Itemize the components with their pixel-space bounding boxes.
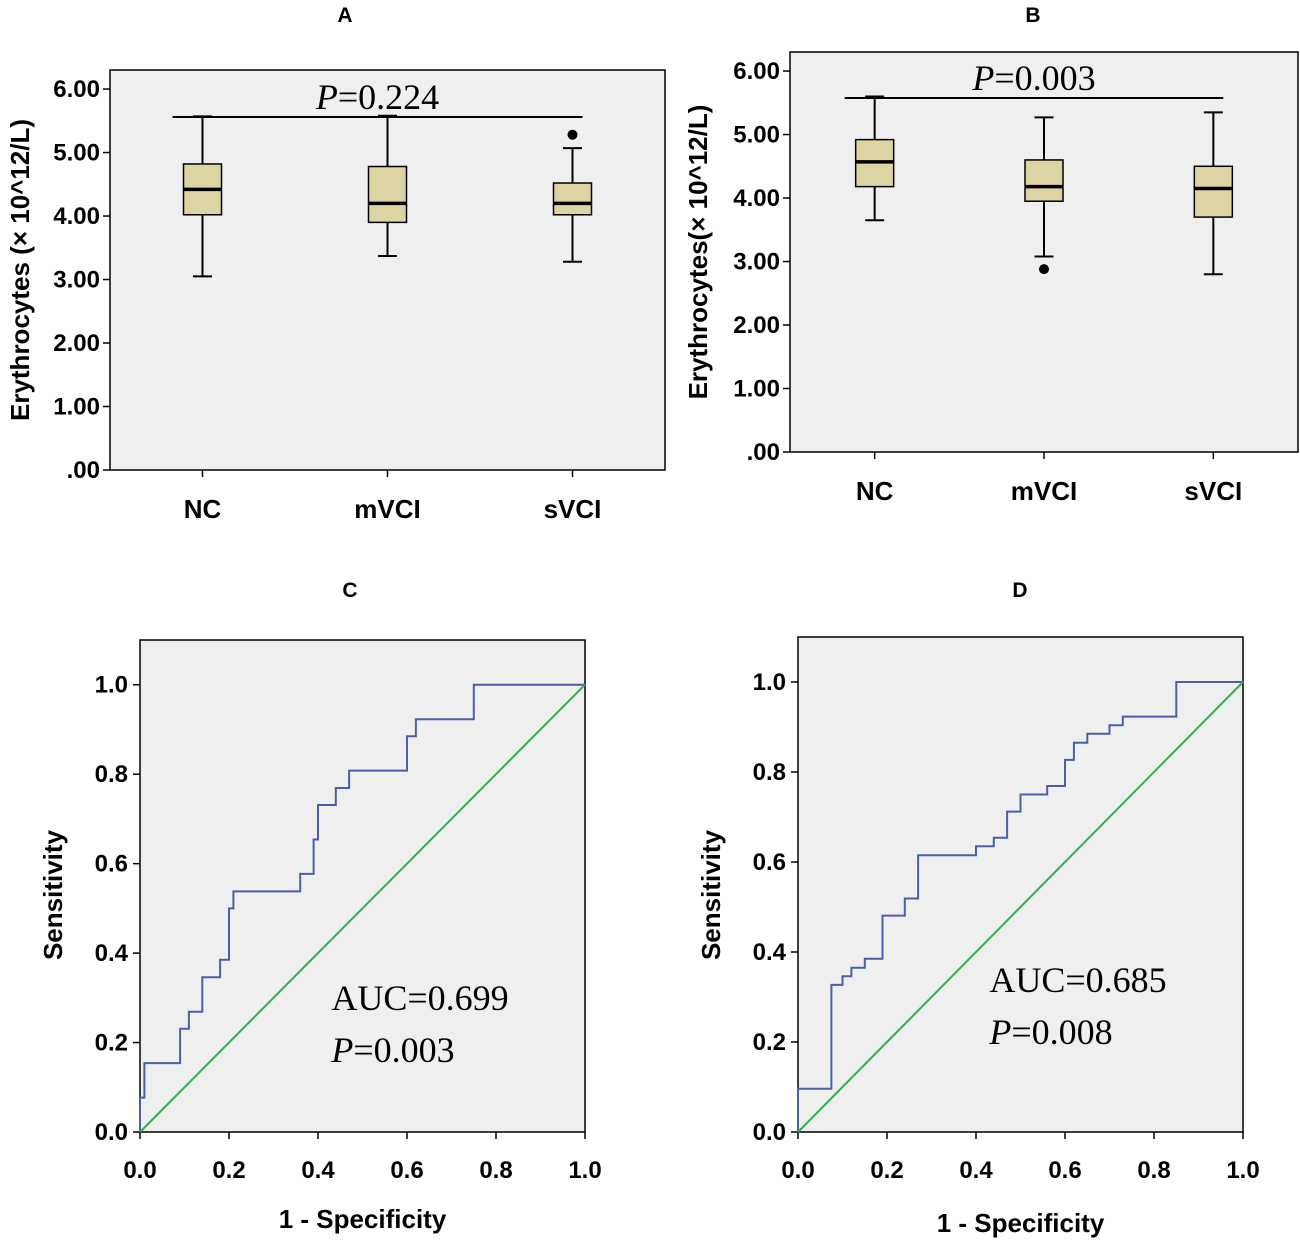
y-tick-label: 5.00 <box>53 140 100 167</box>
box-outlier <box>567 129 578 140</box>
y-tick-label: 0.2 <box>95 1030 128 1057</box>
box-iqr <box>1024 159 1064 202</box>
p-value: =0.008 <box>1011 1012 1112 1052</box>
x-tick-label: 0.6 <box>1048 1157 1081 1184</box>
box-outlier <box>1039 264 1049 275</box>
auc-annotation: AUC=0.699 <box>331 978 508 1018</box>
roc-curve <box>797 681 1243 1132</box>
x-category-label: NC <box>184 494 222 524</box>
y-axis-title: Sensitivity <box>38 829 68 960</box>
panel-letter: B <box>1025 4 1040 27</box>
y-tick-label: 0.6 <box>95 851 128 878</box>
panel-letter: A <box>337 4 352 27</box>
x-category-label: mVCI <box>1011 476 1077 506</box>
box-iqr <box>1193 165 1234 218</box>
x-tick-label: 0.0 <box>123 1157 156 1184</box>
y-axis-title: Erythrocytes (× 10^12/L) <box>5 119 35 421</box>
x-category-label: sVCI <box>544 494 602 524</box>
x-tick-label: 1.0 <box>1226 1157 1259 1184</box>
panel-c: C Sensitivity 0.0 0.2 0.4 0.6 0.8 1.0 0.0 0.2 0.4 0… <box>38 579 602 1234</box>
panel-b: B Erythrocytes(× 10^12/L) .00 1.00 2.00 3.00 4… <box>683 4 1299 506</box>
p-label: P <box>988 1012 1011 1052</box>
x-axis-title: 1 - Specificity <box>279 1204 447 1234</box>
p-value-annotation: P=0.003 <box>971 58 1095 98</box>
box-iqr <box>367 165 408 224</box>
y-tick-label: .00 <box>747 439 780 466</box>
panel-letter: D <box>1012 579 1027 602</box>
auc-annotation: AUC=0.685 <box>989 960 1166 1000</box>
y-tick-label: 0.6 <box>753 849 786 876</box>
y-tick-label: 0.0 <box>753 1119 786 1146</box>
y-tick-label: 0.2 <box>753 1029 786 1056</box>
y-axis-title: Sensitivity <box>696 829 726 960</box>
x-tick-label: 0.2 <box>870 1157 903 1184</box>
y-tick-label: 1.0 <box>95 672 128 699</box>
x-tick-label: 0.0 <box>781 1157 814 1184</box>
plot-area <box>139 639 586 1133</box>
y-tick-label: .00 <box>67 457 100 484</box>
x-tick-label: 0.4 <box>301 1157 335 1184</box>
x-tick-label: 0.4 <box>959 1157 993 1184</box>
y-tick-label: 0.0 <box>95 1119 128 1146</box>
x-axis-title: 1 - Specificity <box>937 1208 1105 1238</box>
y-tick-label: 3.00 <box>53 267 100 294</box>
p-value-annotation: P=0.008 <box>988 1012 1112 1052</box>
y-tick-label: 4.00 <box>53 203 100 230</box>
y-tick-label: 1.00 <box>733 376 780 403</box>
y-tick-label: 4.00 <box>733 185 780 212</box>
p-value: =0.003 <box>994 58 1095 98</box>
x-category-label: NC <box>856 476 894 506</box>
y-axis-title: Erythrocytes(× 10^12/L) <box>683 105 713 400</box>
panel-d: D Sensitivity 0.0 0.2 0.4 0.6 0.8 1.0 0.0 0.2 0.4 0… <box>696 579 1260 1238</box>
p-label: P <box>971 58 994 98</box>
reference-line <box>139 683 586 1133</box>
panel-letter: C <box>342 579 357 602</box>
y-tick-label: 0.4 <box>95 940 129 967</box>
y-tick-label: 2.00 <box>53 330 100 357</box>
y-tick-label: 0.8 <box>95 761 128 788</box>
panel-a: A Erythrocytes (× 10^12/L) .00 1.00 2.00 3.00… <box>5 4 666 524</box>
y-tick-label: 6.00 <box>733 58 780 85</box>
x-tick-label: 1.0 <box>568 1157 601 1184</box>
p-label: P <box>315 77 338 117</box>
p-label: P <box>330 1030 353 1070</box>
x-tick-label: 0.8 <box>479 1157 512 1184</box>
box-iqr <box>552 182 593 216</box>
x-tick-label: 0.6 <box>390 1157 423 1184</box>
roc-curve <box>139 683 585 1132</box>
y-tick-label: 2.00 <box>733 312 780 339</box>
x-tick-label: 0.2 <box>212 1157 245 1184</box>
x-category-label: sVCI <box>1184 476 1242 506</box>
reference-line <box>797 681 1244 1133</box>
y-tick-label: 3.00 <box>733 249 780 276</box>
p-value-annotation: P=0.224 <box>315 77 439 117</box>
y-tick-label: 6.00 <box>53 76 100 103</box>
y-tick-label: 1.00 <box>53 394 100 421</box>
y-tick-label: 5.00 <box>733 122 780 149</box>
y-tick-label: 0.8 <box>753 759 786 786</box>
y-tick-label: 1.0 <box>753 669 786 696</box>
plot-area <box>797 636 1244 1133</box>
y-tick-label: 0.4 <box>753 939 787 966</box>
p-value: =0.224 <box>338 77 439 117</box>
x-category-label: mVCI <box>354 494 420 524</box>
p-value: =0.003 <box>353 1030 454 1070</box>
p-value-annotation: P=0.003 <box>330 1030 454 1070</box>
x-tick-label: 0.8 <box>1137 1157 1170 1184</box>
